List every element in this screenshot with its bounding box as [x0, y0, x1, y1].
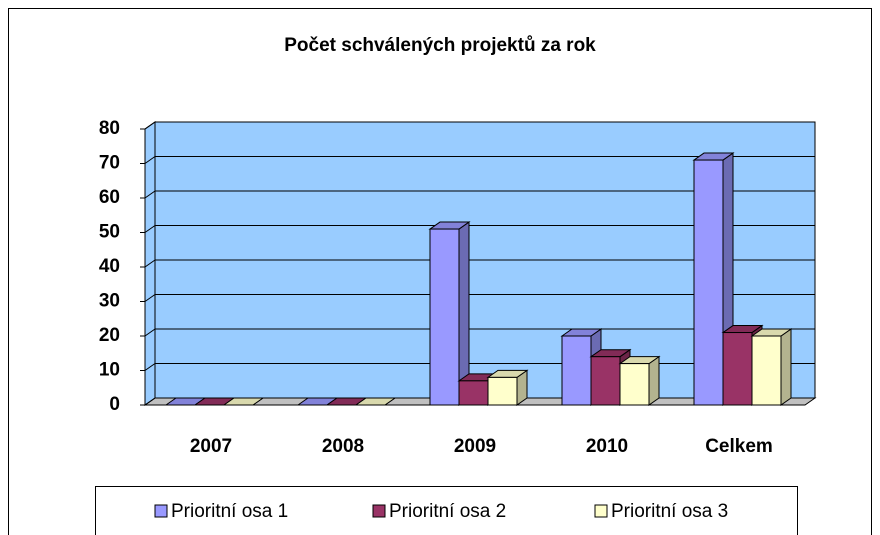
y-tick-label: 20 — [99, 325, 120, 346]
y-tick-label: 60 — [99, 187, 120, 208]
grid-line-side — [144, 156, 156, 164]
grid-line-side — [144, 328, 156, 337]
bar-front — [751, 335, 782, 406]
bar-top — [222, 397, 265, 406]
bar — [354, 397, 397, 406]
bar-front — [561, 335, 592, 406]
x-tick-label: 2007 — [190, 436, 232, 457]
bar-front — [429, 228, 460, 406]
grid-line-side — [144, 294, 156, 302]
x-tick-label: 2009 — [454, 436, 496, 457]
bar-front — [458, 380, 489, 406]
y-tick-label: 80 — [99, 118, 120, 139]
x-tick-label: Celkem — [705, 436, 773, 457]
legend-swatch — [154, 504, 168, 518]
x-tick-label: 2008 — [322, 436, 364, 457]
bar — [750, 328, 793, 406]
bar-front — [722, 332, 753, 406]
bar-front — [693, 159, 724, 406]
bar — [486, 369, 529, 406]
legend-label: Prioritní osa 1 — [171, 501, 288, 522]
legend-label: Prioritní osa 2 — [389, 501, 506, 522]
chart-title: Počet schválených projektů za rok — [284, 35, 596, 56]
grid-line-side — [144, 190, 156, 199]
grid-line-side — [144, 225, 156, 233]
y-tick-label: 40 — [99, 256, 120, 277]
grid-line-side — [144, 397, 156, 406]
x-tick-label: 2010 — [586, 436, 628, 457]
legend-swatch — [372, 504, 386, 518]
y-tick-label: 70 — [99, 153, 120, 174]
legend-swatch — [594, 504, 608, 518]
bar-front — [487, 376, 518, 406]
y-tick-label: 30 — [99, 291, 120, 312]
bar — [618, 355, 661, 406]
grid-line-side — [144, 259, 156, 268]
bar-side — [648, 355, 660, 406]
bar — [428, 221, 471, 406]
legend-label: Prioritní osa 3 — [611, 501, 728, 522]
bar — [222, 397, 265, 406]
bar-front — [619, 363, 650, 406]
grid-line-side — [144, 121, 156, 130]
bar-top — [354, 397, 397, 406]
y-tick-label: 50 — [99, 222, 120, 243]
bar-side — [780, 328, 792, 406]
bar-front — [590, 356, 621, 406]
y-tick-label: 0 — [109, 394, 120, 415]
legend-box — [95, 486, 798, 535]
grid-line-side — [144, 363, 156, 371]
y-tick-label: 10 — [99, 360, 120, 381]
